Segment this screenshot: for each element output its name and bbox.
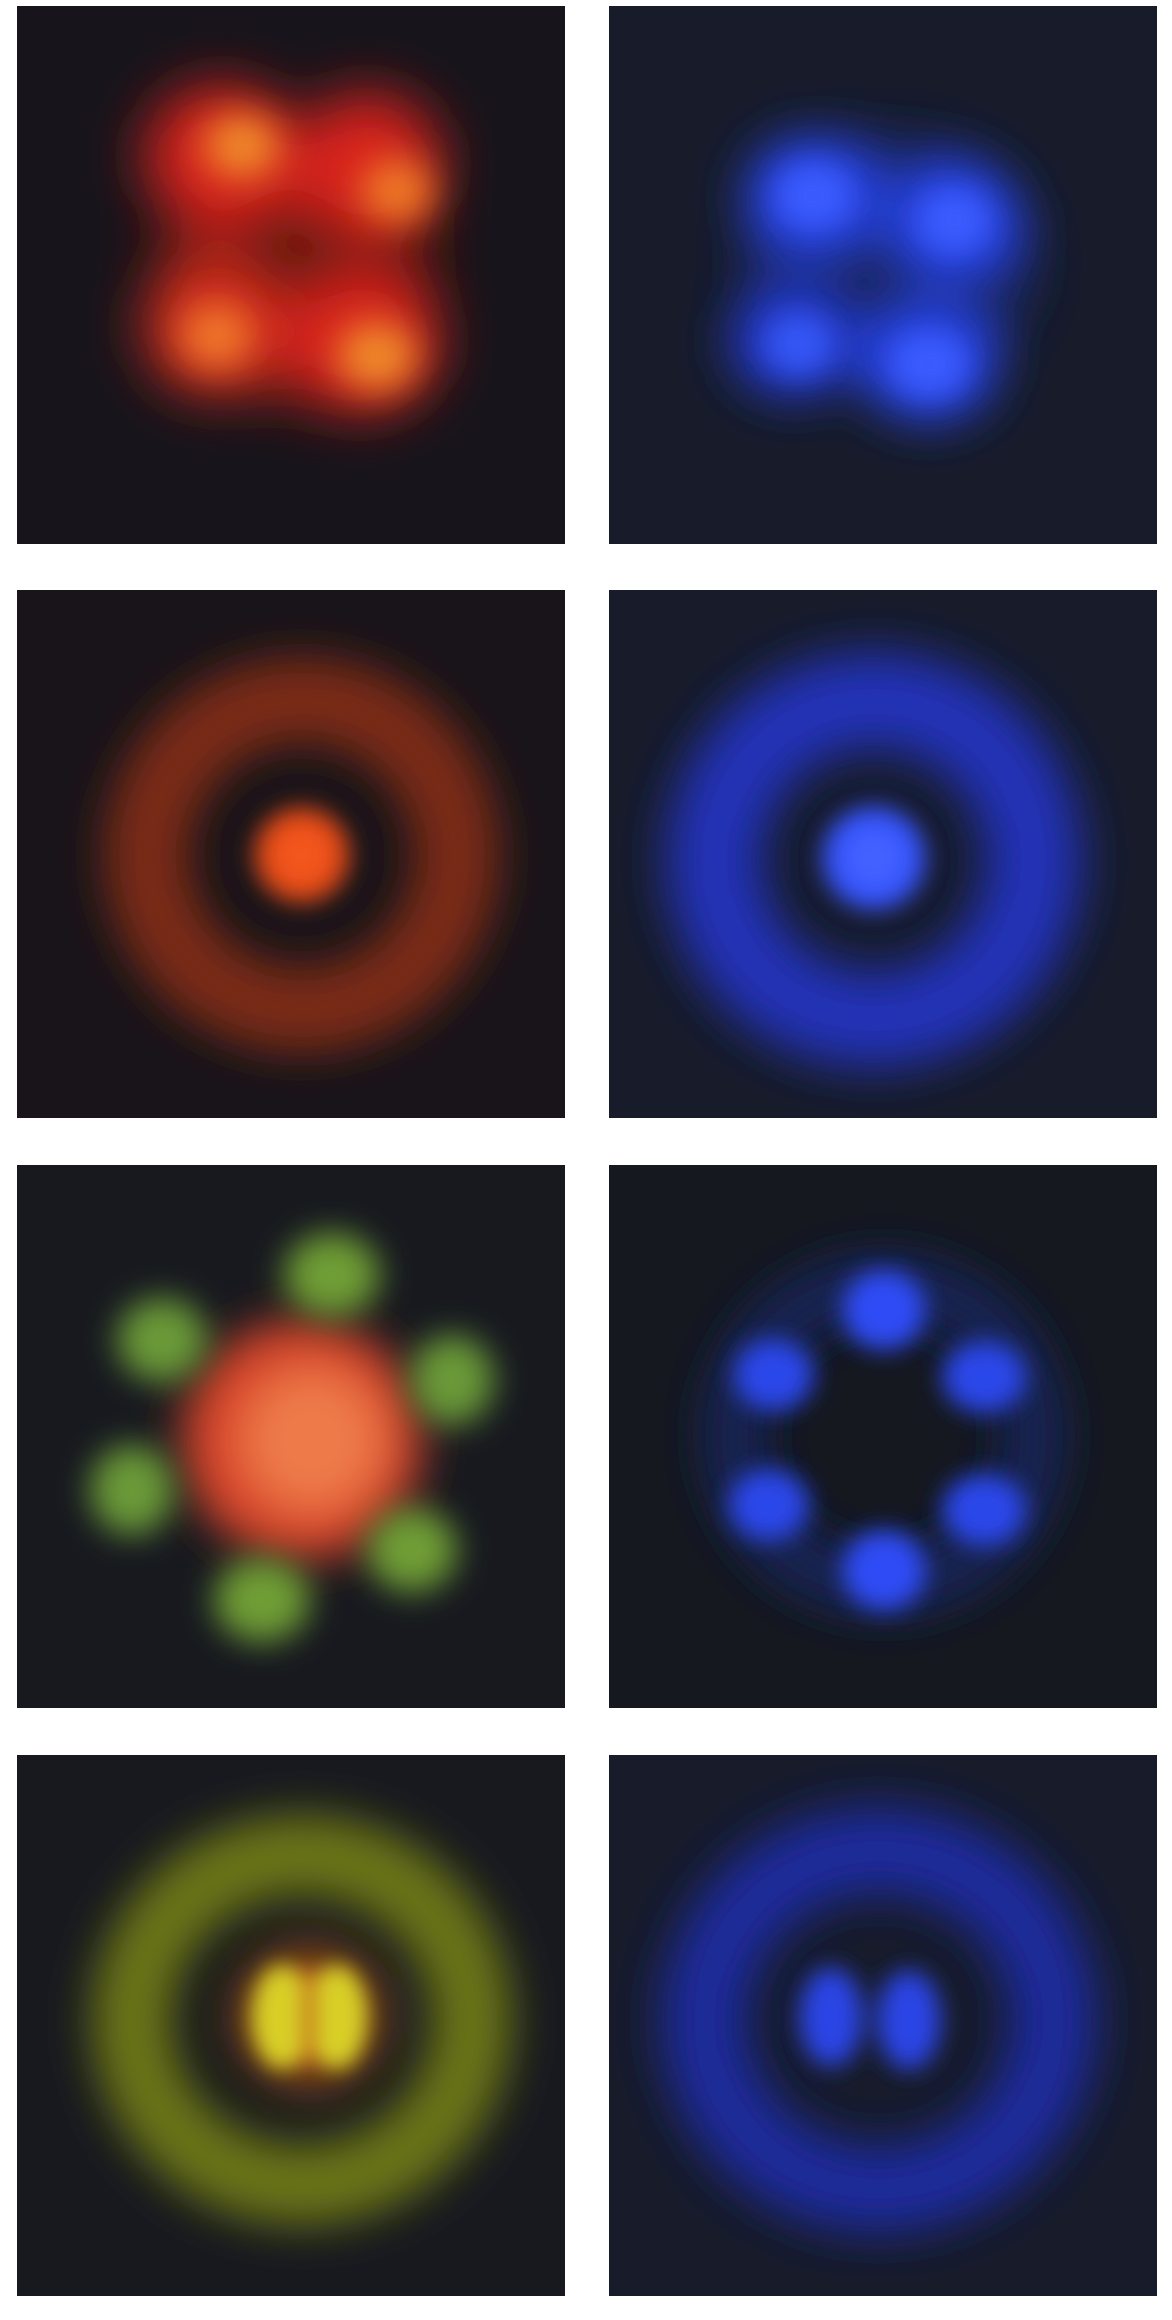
- tile-r1-right: [609, 6, 1157, 544]
- tile-r4-right: [609, 1755, 1157, 2296]
- tile-r4-left: [17, 1755, 565, 2296]
- four-lobe-blue-image: [609, 6, 1157, 544]
- six-lobe-blue-image: [609, 1165, 1157, 1708]
- tile-r3-left: [17, 1165, 565, 1708]
- tile-r2-right: [609, 590, 1157, 1118]
- two-lobe-ring-blue-image: [609, 1755, 1157, 2296]
- tile-r2-left: [17, 590, 565, 1118]
- tile-r1-left: [17, 6, 565, 544]
- two-lobe-ring-yellow-image: [17, 1755, 565, 2296]
- six-lobe-green-orange-image: [17, 1165, 565, 1708]
- tile-r3-right: [609, 1165, 1157, 1708]
- center-spot-ring-blue-image: [609, 590, 1157, 1118]
- four-lobe-red-image: [17, 6, 565, 544]
- center-spot-ring-red-image: [17, 590, 565, 1118]
